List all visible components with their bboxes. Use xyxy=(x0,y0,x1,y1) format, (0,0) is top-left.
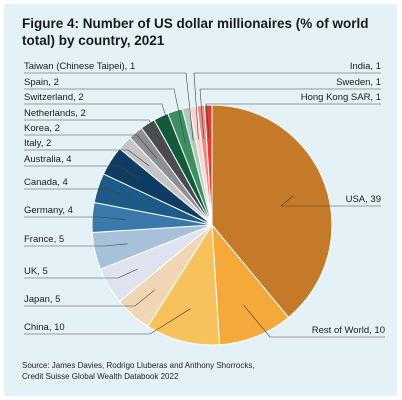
slice-labels: USA, 39 Rest of World, 10 China, 10 Japan, … xyxy=(24,61,385,336)
pie-slices xyxy=(91,104,333,346)
slice-label: Sweden, 1 xyxy=(336,77,381,88)
leader-line xyxy=(24,188,130,199)
slice-label: Italy, 2 xyxy=(24,138,51,149)
leader-line xyxy=(205,103,381,139)
leader-line xyxy=(24,149,150,167)
slice-label: Netherlands, 2 xyxy=(24,108,86,119)
slice-usa xyxy=(211,104,333,319)
slice-hong-kong-sar xyxy=(203,104,213,226)
slice-label: China, 10 xyxy=(24,322,65,333)
slice-label: France, 5 xyxy=(24,234,64,245)
leader-line xyxy=(199,88,381,140)
slice-china xyxy=(147,223,221,346)
leader-lines xyxy=(24,72,385,338)
chart-title: Figure 4: Number of US dollar millionair… xyxy=(22,16,369,48)
slice-label: Germany, 4 xyxy=(24,205,73,216)
slice-label: Taiwan (Chinese Taipei), 1 xyxy=(24,61,135,72)
leader-line xyxy=(24,119,166,153)
leader-line xyxy=(193,72,381,140)
slice-label: Hong Kong SAR, 1 xyxy=(301,92,381,103)
slice-label: Switzerland, 2 xyxy=(24,92,84,103)
source-line-1: Source: James Davies, Rodrigo Lluberas a… xyxy=(22,361,255,370)
leader-line xyxy=(243,305,385,338)
leader-line xyxy=(24,308,191,335)
leader-line xyxy=(24,103,176,147)
leader-line xyxy=(24,88,186,143)
leader-line xyxy=(24,289,156,307)
slice-label: Korea, 2 xyxy=(24,123,60,134)
leader-line xyxy=(280,195,381,207)
slice-label: Spain, 2 xyxy=(24,77,59,88)
slice-label: USA, 39 xyxy=(346,194,381,205)
leader-line xyxy=(24,165,140,179)
source-note: Source: James Davies, Rodrigo Lluberas a… xyxy=(22,360,382,382)
slice-label: Japan, 5 xyxy=(24,294,60,305)
slice-label: Rest of World, 10 xyxy=(312,325,385,336)
slice-label: India, 1 xyxy=(350,61,381,72)
slice-label: UK, 5 xyxy=(24,266,48,277)
leader-line xyxy=(24,268,138,279)
leader-line xyxy=(24,72,194,141)
slice-rest-of-world xyxy=(211,223,290,346)
source-line-2: Credit Suisse Global Wealth Databook 202… xyxy=(22,372,179,381)
slice-label: Canada, 4 xyxy=(24,177,68,188)
leader-line xyxy=(24,243,128,247)
slice-label: Australia, 4 xyxy=(24,154,72,165)
leader-line xyxy=(24,134,158,159)
leader-line xyxy=(24,216,126,220)
